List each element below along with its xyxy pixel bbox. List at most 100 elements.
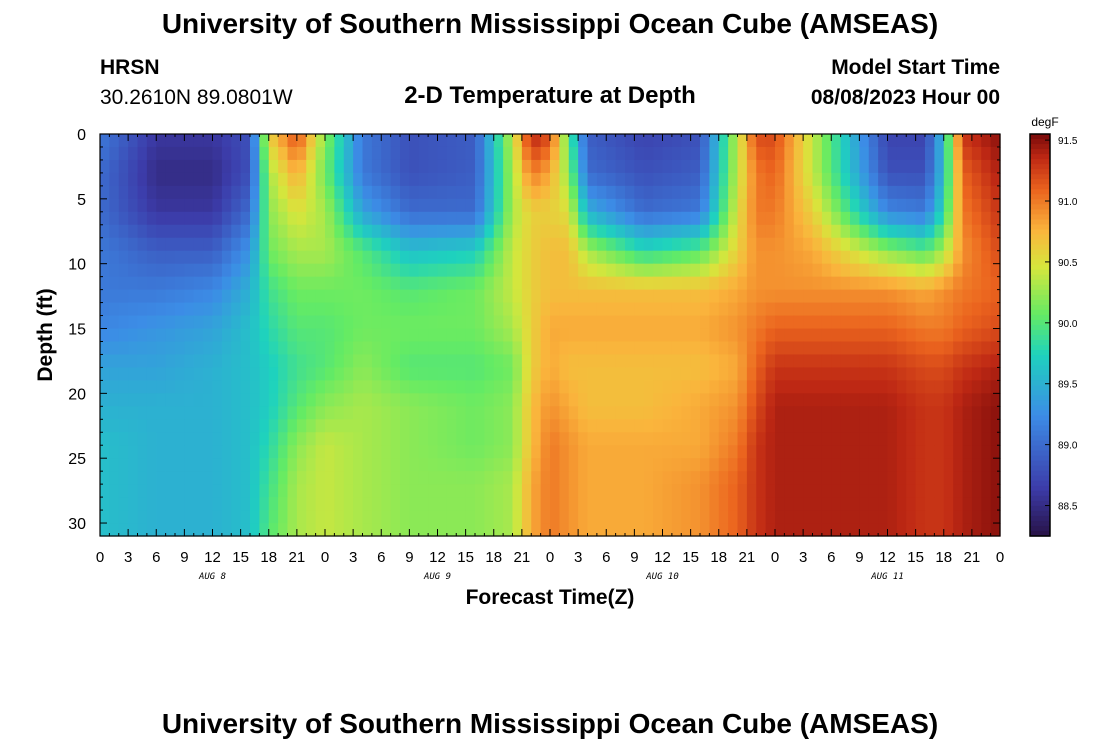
x-tick-label: 18 [710, 549, 727, 566]
heatmap-cell [221, 211, 232, 226]
heatmap-cell [287, 406, 298, 420]
heatmap-cell [840, 484, 851, 498]
heatmap-cell [559, 432, 570, 446]
heatmap-cell [634, 276, 645, 291]
heatmap-cell [446, 289, 457, 304]
heatmap-cell [418, 523, 429, 537]
heatmap-cell [278, 185, 289, 200]
heatmap-cell [156, 315, 167, 330]
heatmap-cell [512, 367, 523, 381]
heatmap-cell [850, 250, 860, 265]
heatmap-cell [653, 458, 664, 472]
heatmap-cell [690, 367, 701, 381]
colorbar-segment [1030, 375, 1050, 381]
heatmap-cell [690, 458, 701, 472]
heatmap-cell [296, 510, 307, 524]
heatmap-cell [390, 250, 401, 265]
heatmap-cell [446, 250, 457, 265]
heatmap-cell [971, 419, 982, 433]
heatmap-cell [728, 458, 739, 472]
heatmap-cell [137, 445, 148, 459]
heatmap-cell [765, 328, 776, 343]
heatmap-cell [634, 159, 645, 174]
heatmap-cell [943, 250, 954, 265]
heatmap-cell [681, 419, 692, 433]
heatmap-cell [540, 406, 551, 420]
heatmap-cell [521, 250, 532, 265]
heatmap-cell [503, 523, 514, 537]
colorbar-tick-label: 91.0 [1058, 197, 1078, 208]
heatmap-cell [475, 328, 485, 343]
colorbar-segment [1030, 430, 1050, 437]
heatmap-cell [953, 484, 964, 498]
heatmap-cell [953, 432, 964, 446]
heatmap-cell [221, 510, 232, 524]
heatmap-cell [934, 146, 945, 161]
heatmap-cell [859, 354, 870, 369]
heatmap-cell [390, 484, 401, 498]
heatmap-cell [484, 367, 495, 381]
heatmap-cell [550, 419, 560, 433]
heatmap-cell [943, 354, 954, 369]
heatmap-cell [606, 146, 617, 161]
heatmap-cell [906, 432, 917, 446]
heatmap-cell [512, 471, 523, 485]
heatmap-cell [278, 432, 289, 446]
heatmap-cell [109, 328, 120, 343]
heatmap-cell [315, 445, 326, 459]
heatmap-cell [709, 302, 720, 317]
heatmap-cell [709, 497, 720, 511]
heatmap-cell [596, 224, 607, 239]
heatmap-cell [109, 510, 120, 524]
heatmap-cell [343, 406, 354, 420]
heatmap-cell [381, 354, 392, 369]
heatmap-cell [362, 146, 373, 161]
heatmap-cell [934, 484, 945, 498]
heatmap-cell [503, 393, 514, 407]
x-tick-label: 9 [855, 549, 863, 566]
heatmap-cell [653, 315, 664, 330]
heatmap-cell [878, 367, 889, 381]
heatmap-cell [296, 419, 307, 433]
colorbar-segment [1030, 214, 1050, 221]
heatmap-cell [737, 237, 748, 252]
heatmap-cell [896, 172, 907, 187]
heatmap-cell [878, 510, 889, 524]
heatmap-cell [418, 419, 429, 433]
heatmap-cell [625, 146, 635, 161]
heatmap-cell [681, 315, 692, 330]
heatmap-cell [718, 510, 729, 524]
heatmap-cell [306, 250, 317, 265]
heatmap-cell [728, 406, 739, 420]
heatmap-cell [831, 263, 842, 278]
heatmap-cell [465, 302, 476, 317]
heatmap-cell [831, 497, 842, 511]
heatmap-cell [503, 367, 514, 381]
heatmap-cell [784, 302, 795, 317]
heatmap-cell [596, 159, 607, 174]
heatmap-cell [596, 432, 607, 446]
heatmap-cell [925, 341, 935, 356]
heatmap-cell [221, 185, 232, 200]
colorbar-segment [1030, 455, 1050, 462]
heatmap-cell [231, 250, 242, 265]
heatmap-cell [287, 276, 298, 291]
heatmap-cell [662, 237, 673, 252]
heatmap-cell [296, 497, 307, 511]
heatmap-cell [418, 328, 429, 343]
heatmap-cell [831, 159, 842, 174]
heatmap-cell [531, 263, 542, 278]
heatmap-cell [521, 198, 532, 213]
heatmap-cell [953, 471, 964, 485]
heatmap-cell [475, 263, 485, 278]
heatmap-cell [793, 510, 804, 524]
heatmap-cell [671, 497, 682, 511]
heatmap-cell [315, 497, 326, 511]
heatmap-cell [653, 224, 664, 239]
heatmap-cell [353, 341, 364, 356]
heatmap-cell [512, 380, 523, 394]
heatmap-cell [587, 328, 598, 343]
heatmap-cell [400, 341, 410, 356]
heatmap-cell [465, 224, 476, 239]
